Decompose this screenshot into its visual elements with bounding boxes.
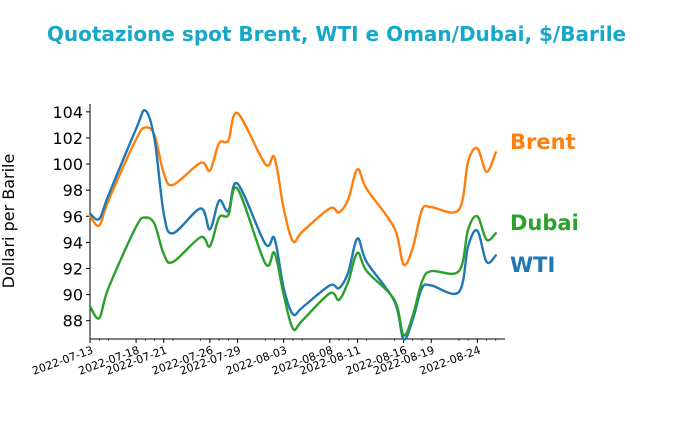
y-tick-label: 94 [63,233,83,252]
series-label-wti: WTI [510,253,555,277]
series-label-dubai: Dubai [510,211,579,235]
y-tick-label: 96 [63,207,83,226]
y-tick-label: 92 [63,260,83,279]
chart-title: Quotazione spot Brent, WTI e Oman/Dubai,… [46,22,627,46]
y-tick-label: 104 [52,103,83,122]
y-ticks: 88 90 92 94 96 98 100 102 104 [52,103,90,331]
y-tick-label: 88 [63,312,83,331]
series-line-wti [88,109,497,341]
series-line-brent [88,111,497,267]
y-tick-label: 102 [52,129,83,148]
x-ticks: 2022-07-132022-07-182022-07-212022-07-26… [30,339,497,378]
series-line-dubai [88,186,497,337]
y-axis-label: Dollari per Barile [0,154,18,289]
y-tick-label: 90 [63,286,83,305]
series-labels: Brent WTI Dubai [510,130,579,277]
series-label-brent: Brent [510,130,576,154]
y-tick-label: 98 [63,181,83,200]
axes [89,104,505,340]
series-lines [88,109,497,341]
y-tick-label: 100 [52,155,83,174]
